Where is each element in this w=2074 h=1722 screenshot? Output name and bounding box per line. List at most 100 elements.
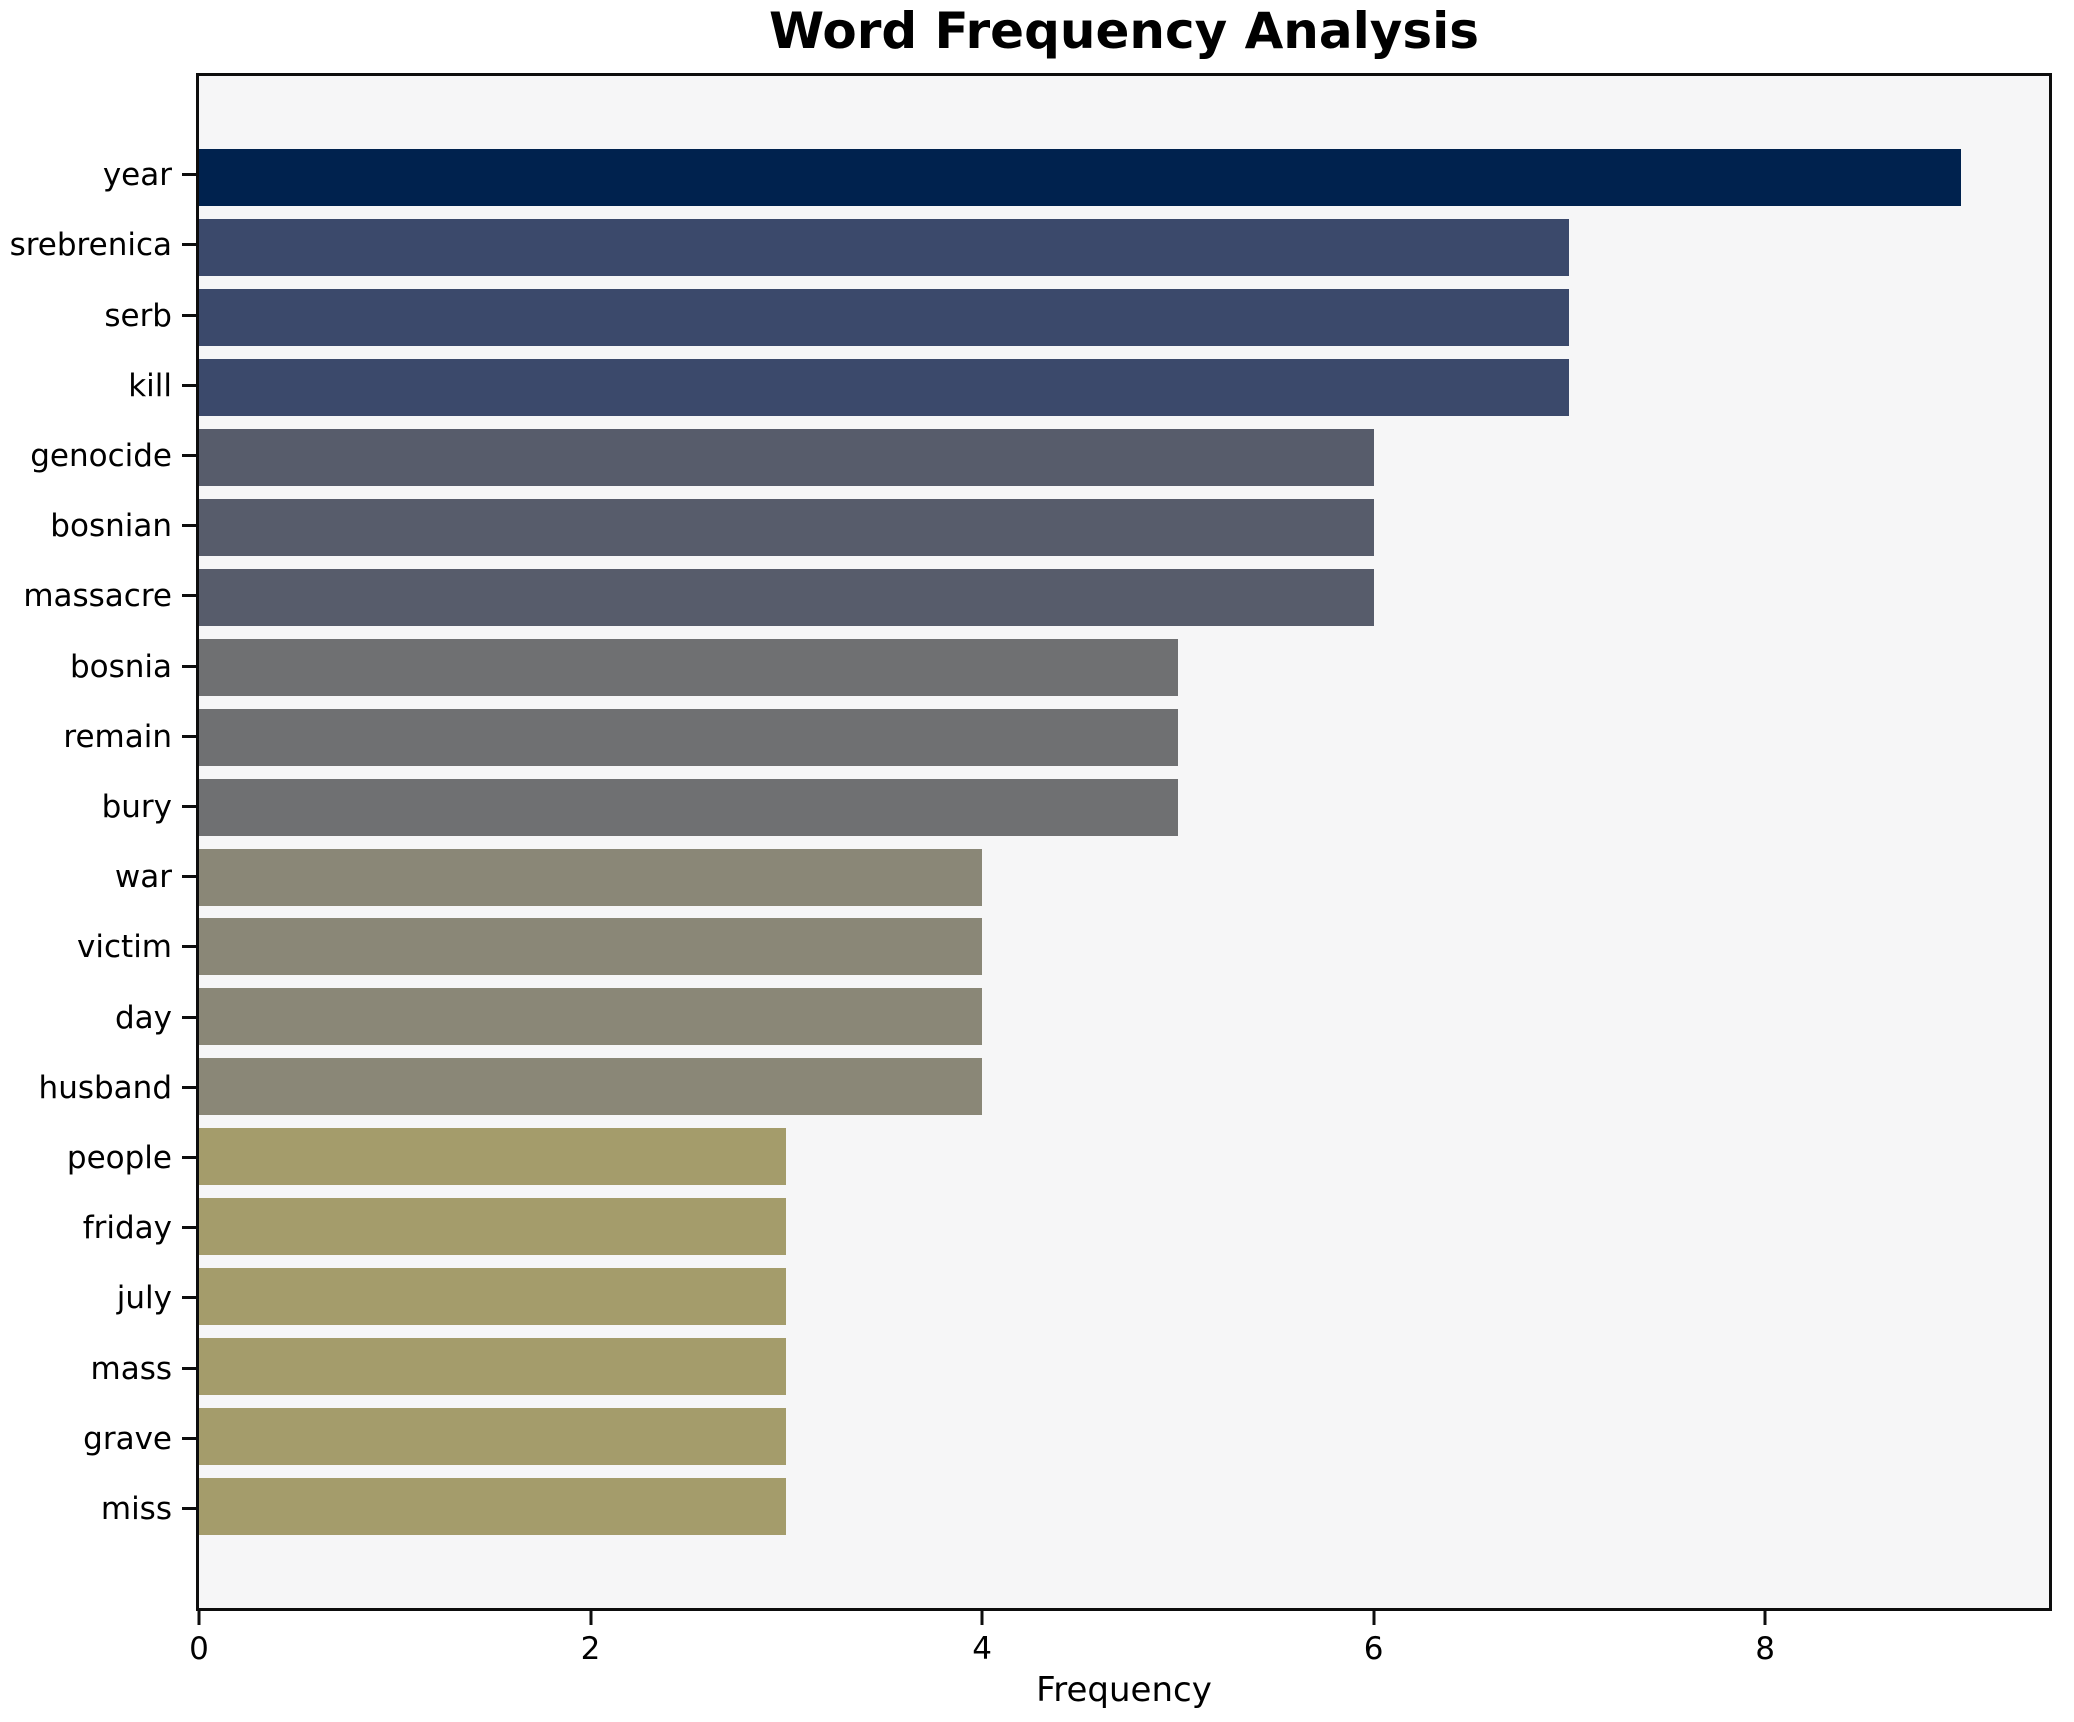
- y-tick-mark: [182, 173, 196, 177]
- y-tick-label: year: [102, 157, 172, 194]
- bar-row: [199, 1401, 2049, 1471]
- bar-row: [199, 1122, 2049, 1192]
- x-tick-label: 0: [189, 1631, 209, 1667]
- bar-people: [199, 1128, 787, 1186]
- y-tick-mark: [182, 734, 196, 738]
- bar-miss: [199, 1477, 787, 1535]
- x-axis: 0 2 4 6 8: [189, 1611, 2052, 1721]
- bar-husband: [199, 1058, 983, 1116]
- y-tick-row: serb: [0, 280, 196, 350]
- y-tick-row: bosnia: [0, 631, 196, 701]
- bar-bosnia: [199, 638, 1178, 696]
- y-tick-label: srebrenica: [9, 227, 172, 264]
- x-tick-mark: [980, 1611, 984, 1625]
- y-tick-mark: [182, 1155, 196, 1159]
- y-tick-label: bury: [101, 788, 172, 825]
- y-tick-mark: [182, 945, 196, 949]
- bar-row: [199, 632, 2049, 702]
- y-tick-mark: [182, 313, 196, 317]
- bar-row: [199, 842, 2049, 912]
- y-tick-row: kill: [0, 351, 196, 421]
- bar-day: [199, 988, 983, 1046]
- bar-row: [199, 1471, 2049, 1541]
- bar-row: [199, 702, 2049, 772]
- x-axis-label: Frequency: [1036, 1670, 1212, 1710]
- bar-row: [199, 143, 2049, 213]
- bar-row: [199, 912, 2049, 982]
- y-tick-label: husband: [38, 1069, 172, 1106]
- y-tick-label: war: [114, 859, 172, 896]
- bar-row: [199, 562, 2049, 632]
- y-tick-mark: [182, 1226, 196, 1230]
- y-tick-row: july: [0, 1263, 196, 1333]
- y-tick-label: serb: [104, 297, 172, 334]
- bars-layer: [199, 76, 2049, 1608]
- bar-row: [199, 772, 2049, 842]
- y-tick-mark: [182, 524, 196, 528]
- y-tick-row: friday: [0, 1193, 196, 1263]
- bar-row: [199, 493, 2049, 563]
- y-tick-row: war: [0, 842, 196, 912]
- bar-bury: [199, 778, 1178, 836]
- y-tick-mark: [182, 594, 196, 598]
- bar-row: [199, 213, 2049, 283]
- bar-row: [199, 1331, 2049, 1401]
- y-tick-label: victim: [77, 929, 172, 966]
- y-tick-row: husband: [0, 1053, 196, 1123]
- y-tick-row: massacre: [0, 561, 196, 631]
- y-tick-label: friday: [82, 1210, 172, 1247]
- bar-massacre: [199, 568, 1374, 626]
- x-tick-mark: [1372, 1611, 1376, 1625]
- y-tick-row: day: [0, 982, 196, 1052]
- y-tick-mark: [182, 453, 196, 457]
- bar-row: [199, 1052, 2049, 1122]
- bar-genocide: [199, 429, 1374, 487]
- y-tick-label: july: [116, 1280, 172, 1317]
- y-tick-mark: [182, 875, 196, 879]
- y-tick-mark: [182, 243, 196, 247]
- x-tick-mark: [1763, 1611, 1767, 1625]
- y-axis: year srebrenica serb kill genocide bosnian mas…: [0, 73, 196, 1611]
- y-tick-row: victim: [0, 912, 196, 982]
- y-tick-label: massacre: [23, 578, 172, 615]
- y-tick-mark: [182, 1436, 196, 1440]
- x-tick-label: 6: [1363, 1631, 1384, 1667]
- y-tick-label: grave: [83, 1420, 172, 1457]
- y-tick-row: remain: [0, 702, 196, 772]
- y-tick-row: genocide: [0, 421, 196, 491]
- y-tick-row: people: [0, 1123, 196, 1193]
- bar-row: [199, 283, 2049, 353]
- x-tick-label: 4: [972, 1631, 992, 1667]
- y-tick-label: bosnia: [69, 648, 172, 685]
- y-tick-mark: [182, 664, 196, 668]
- bar-kill: [199, 359, 1570, 417]
- bar-grave: [199, 1407, 787, 1465]
- y-tick-label: kill: [128, 367, 172, 404]
- y-tick-row: miss: [0, 1474, 196, 1544]
- y-tick-label: bosnian: [50, 508, 172, 545]
- x-tick-mark: [589, 1611, 593, 1625]
- y-tick-mark: [182, 1366, 196, 1370]
- y-tick-row: srebrenica: [0, 210, 196, 280]
- y-tick-mark: [182, 1085, 196, 1089]
- y-tick-label: miss: [100, 1490, 172, 1527]
- bar-serb: [199, 289, 1570, 347]
- y-tick-label: day: [114, 999, 172, 1036]
- bar-row: [199, 982, 2049, 1052]
- y-tick-mark: [182, 1296, 196, 1300]
- y-tick-mark: [182, 1506, 196, 1510]
- bar-friday: [199, 1198, 787, 1256]
- y-tick-label: genocide: [30, 437, 172, 474]
- bar-row: [199, 353, 2049, 423]
- bar-victim: [199, 918, 983, 976]
- bar-mass: [199, 1337, 787, 1395]
- x-tick-mark: [197, 1611, 201, 1625]
- y-tick-mark: [182, 383, 196, 387]
- bar-war: [199, 848, 983, 906]
- bar-row: [199, 423, 2049, 493]
- y-tick-row: bosnian: [0, 491, 196, 561]
- y-tick-mark: [182, 1015, 196, 1019]
- bar-row: [199, 1192, 2049, 1262]
- chart-title: Word Frequency Analysis: [768, 2, 1480, 60]
